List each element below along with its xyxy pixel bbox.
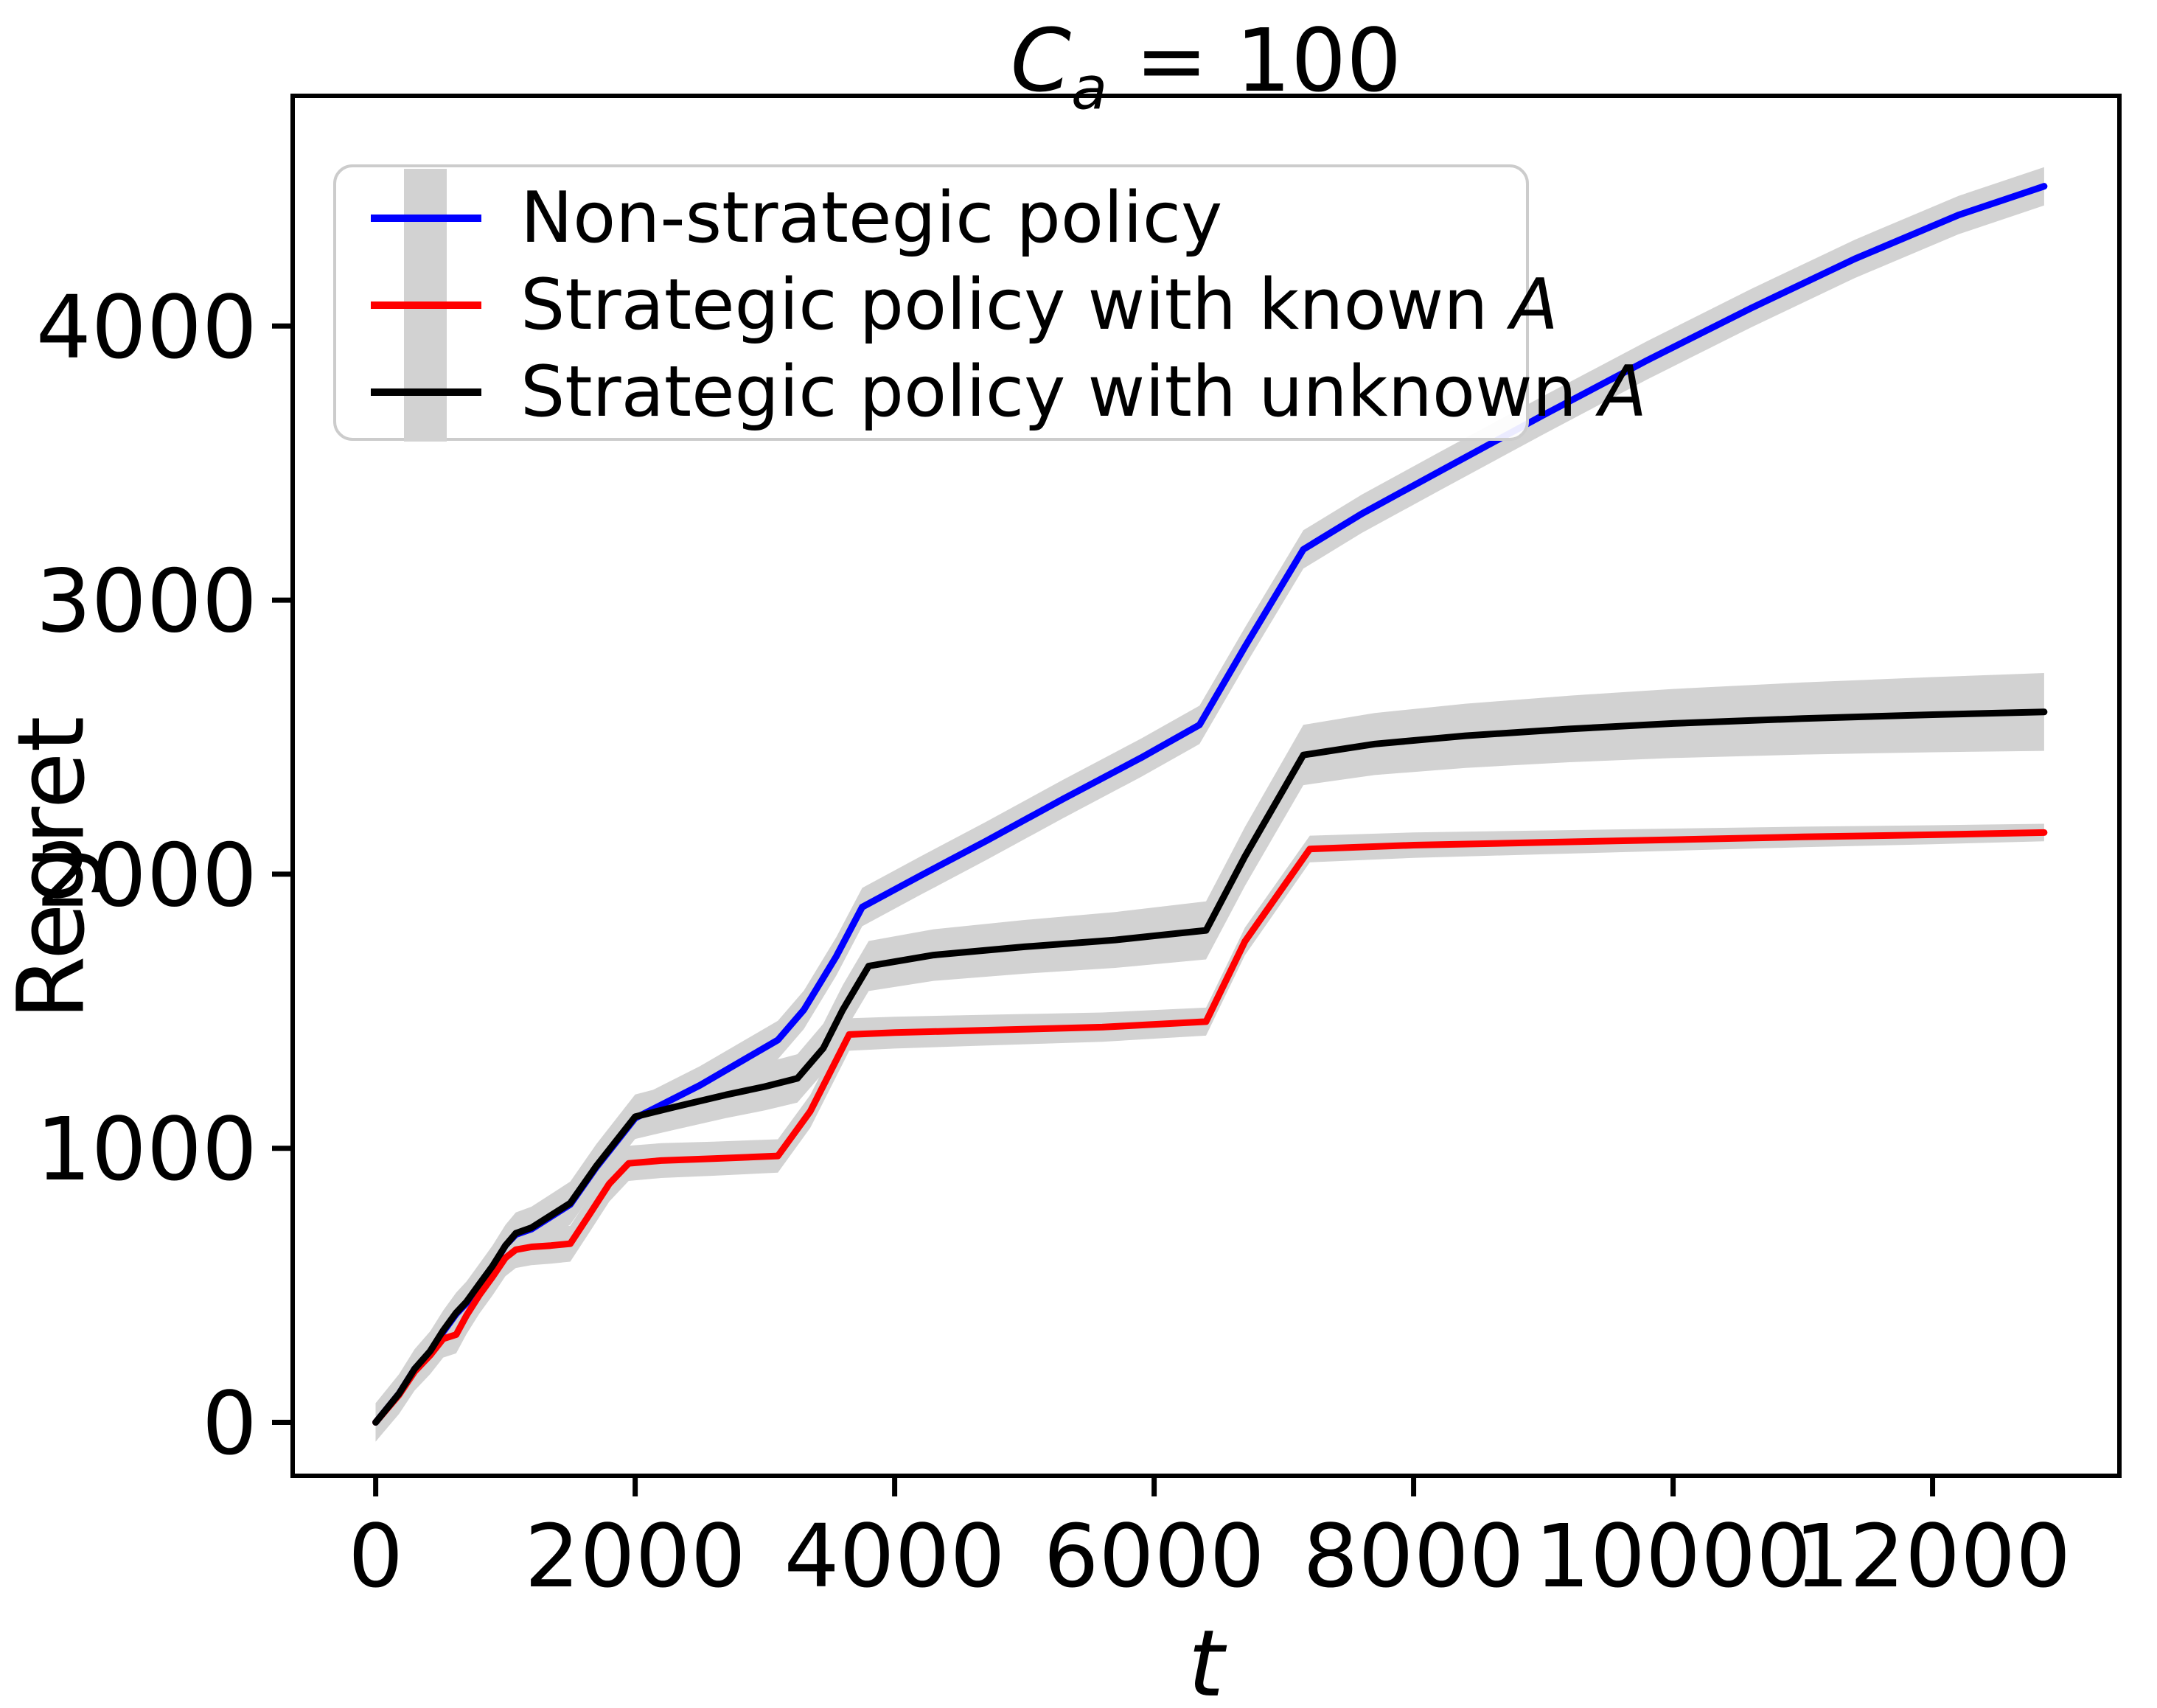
legend-line-swatch	[371, 301, 481, 309]
series-line-2	[372, 708, 2048, 1426]
title-rest: = 100	[1107, 10, 1402, 111]
series-line-1	[372, 829, 2048, 1426]
legend-label: Strategic policy with unknown A	[520, 352, 1648, 433]
legend-item-1: Strategic policy with known A	[336, 256, 1558, 355]
x-tick-label: 10000	[1535, 1505, 1811, 1607]
legend-label-math: A	[1510, 265, 1558, 346]
confidence-band-2	[375, 673, 2044, 1442]
legend-label: Non-strategic policy	[520, 178, 1223, 259]
title-math-var: C	[1010, 10, 1072, 111]
x-axis-label: t	[1188, 1611, 1224, 1708]
legend-key-1	[367, 256, 485, 355]
y-tick-label: 2000	[36, 824, 257, 926]
y-tick-label: 0	[202, 1373, 257, 1474]
legend-item-0: Non-strategic policy	[336, 169, 1526, 268]
axes-frame	[290, 94, 2122, 1478]
y-tick-label: 3000	[36, 551, 257, 652]
x-tick-label: 0	[348, 1505, 403, 1607]
legend-item-2: Strategic policy with unknown A	[336, 343, 1647, 442]
legend-line-swatch	[371, 215, 481, 222]
legend-line-swatch	[371, 388, 481, 396]
legend-label-math: A	[1599, 352, 1648, 433]
x-tick-label: 8000	[1303, 1505, 1524, 1607]
x-tick-label: 6000	[1043, 1505, 1264, 1607]
y-tick-label: 4000	[36, 276, 257, 378]
legend-key-2	[367, 343, 485, 442]
x-tick-label: 2000	[524, 1505, 745, 1607]
x-tick-label: 4000	[784, 1505, 1005, 1607]
y-tick-label: 1000	[36, 1098, 257, 1200]
legend-box: Non-strategic policy Strategic policy wit…	[333, 164, 1647, 442]
title-math-sub: a	[1071, 54, 1108, 123]
y-axis-label: Regret	[0, 716, 105, 1020]
chart-title: Ca = 100	[293, 10, 2119, 118]
legend-label: Strategic policy with known A	[520, 265, 1558, 346]
legend-key-0	[367, 169, 485, 268]
x-tick-label: 12000	[1794, 1505, 2071, 1607]
